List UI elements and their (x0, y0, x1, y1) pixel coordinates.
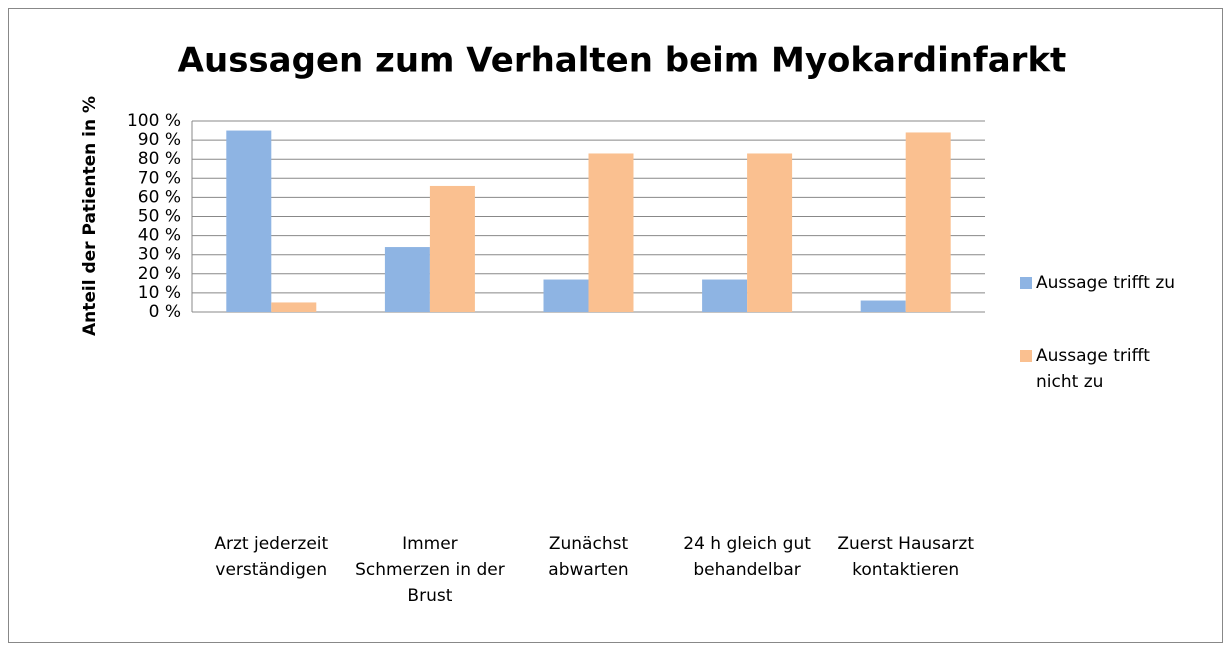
y-tick-label: 0 % (149, 302, 181, 322)
bar (384, 247, 430, 312)
bar (702, 279, 748, 312)
bar (226, 130, 272, 312)
x-tick-label: Zuerst Hausarzt kontaktieren (837, 534, 974, 580)
x-tick-label: 24 h gleich gut behandelbar (683, 534, 811, 580)
y-tick-label: 40 % (138, 226, 181, 246)
x-tick-label: Zunächst abwarten (548, 534, 628, 580)
y-tick-label: 20 % (138, 264, 181, 284)
x-tick-label: Immer Schmerzen in der Brust (355, 534, 505, 606)
x-tick-label: Arzt jederzeit verständigen (214, 534, 328, 580)
y-tick-label: 100 % (127, 111, 181, 131)
bar (860, 300, 906, 312)
bar (588, 153, 634, 312)
chart-border (8, 8, 1223, 643)
legend-label: Aussage trifft nicht zu (1036, 346, 1150, 392)
chart-title: Aussagen zum Verhalten beim Myokardinfar… (178, 41, 1067, 81)
bar (429, 185, 475, 312)
y-tick-label: 10 % (138, 283, 181, 303)
legend-swatch (1020, 350, 1032, 362)
bar (905, 132, 951, 312)
y-axis-label: Anteil der Patienten in % (80, 96, 100, 336)
y-tick-label: 50 % (138, 207, 181, 227)
legend-label: Aussage trifft zu (1036, 273, 1175, 293)
y-tick-label: 70 % (138, 168, 181, 188)
y-tick-label: 30 % (138, 245, 181, 265)
bar (543, 279, 589, 312)
legend-swatch (1020, 277, 1032, 289)
y-tick-label: 80 % (138, 149, 181, 169)
y-tick-label: 90 % (138, 130, 181, 150)
bar (271, 302, 317, 312)
y-tick-label: 60 % (138, 187, 181, 207)
bar (747, 153, 793, 312)
